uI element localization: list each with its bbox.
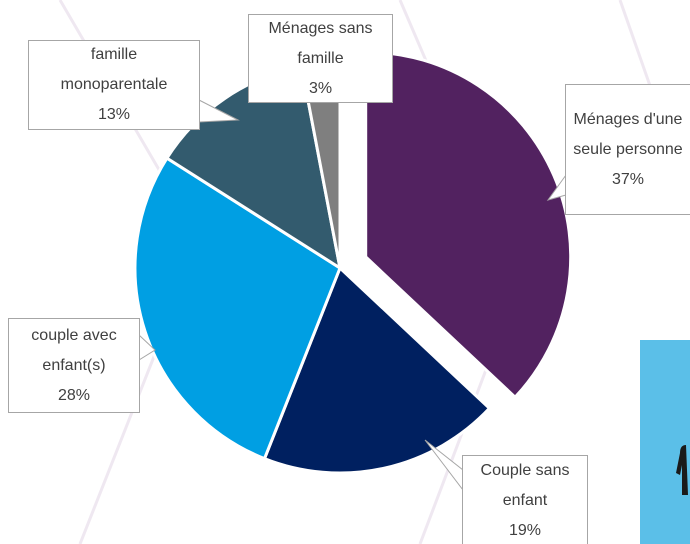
category-label: couple avec enfant(s) xyxy=(31,326,117,374)
slice xyxy=(364,50,573,400)
callout: Couple sans enfant 19% xyxy=(462,455,588,544)
callout: famille monoparentale 13% xyxy=(28,40,200,130)
callout: Ménages d'une seule personne 37% xyxy=(565,84,690,215)
category-label: Ménages sans famille xyxy=(268,19,373,67)
callout-pointers xyxy=(138,99,567,492)
category-label: Ménages d'une seule personne xyxy=(573,110,683,158)
category-label: Couple sans enfant xyxy=(480,462,570,509)
value-label: 13% xyxy=(97,106,131,123)
value-label: 3% xyxy=(308,79,333,97)
value-label: 19% xyxy=(508,522,542,539)
slices xyxy=(133,50,573,475)
slice xyxy=(133,156,342,461)
person-icon xyxy=(676,445,688,495)
value-label: 37% xyxy=(611,170,645,188)
callout: Ménages sans famille 3% xyxy=(248,14,393,103)
value-label: 28% xyxy=(57,386,91,404)
category-label: famille monoparentale xyxy=(60,46,168,93)
side-panel xyxy=(640,340,690,544)
callout: couple avec enfant(s) 28% xyxy=(8,318,140,413)
